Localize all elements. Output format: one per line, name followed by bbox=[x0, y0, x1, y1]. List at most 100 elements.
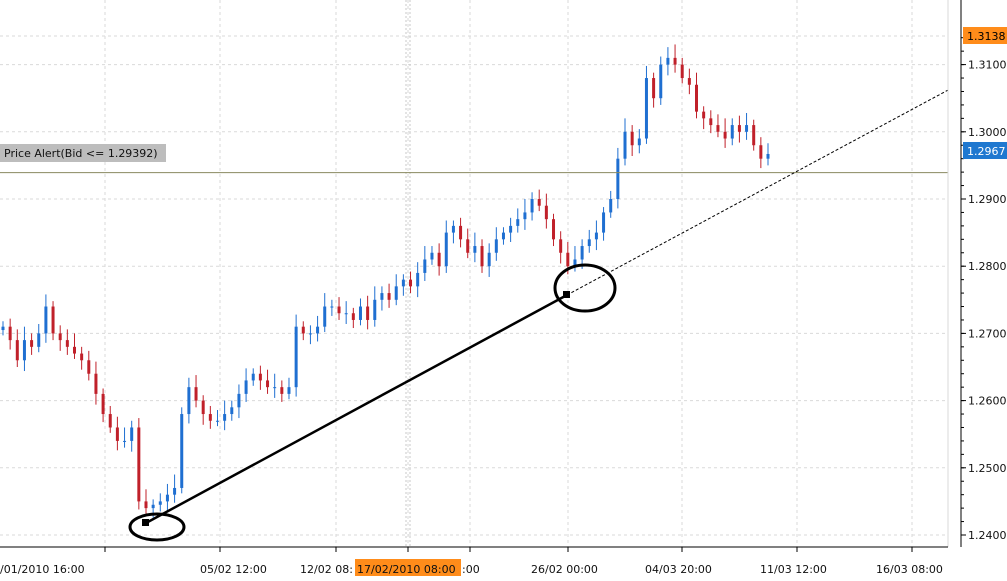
candle-body bbox=[559, 239, 563, 253]
candle bbox=[115, 416, 119, 451]
candle-body bbox=[394, 286, 398, 300]
candle-body bbox=[280, 387, 284, 394]
candle bbox=[44, 294, 48, 343]
candle-body bbox=[180, 414, 184, 488]
y-tick-label: 1.2700 bbox=[968, 327, 1007, 340]
candle bbox=[230, 400, 234, 421]
candle bbox=[687, 68, 691, 95]
circle-annotation bbox=[553, 263, 617, 313]
candle bbox=[501, 227, 505, 245]
candle bbox=[702, 106, 706, 130]
candle-body bbox=[509, 225, 513, 233]
y-tick-label: 1.3000 bbox=[968, 126, 1007, 139]
candle-body bbox=[444, 232, 448, 267]
candle bbox=[423, 246, 427, 281]
x-tick-label: 26/02 00:00 bbox=[531, 563, 598, 576]
candle bbox=[695, 72, 699, 119]
candle-body bbox=[65, 340, 69, 347]
candle bbox=[745, 112, 749, 140]
candle bbox=[294, 314, 298, 397]
candle-body bbox=[301, 326, 305, 334]
candle bbox=[144, 489, 148, 514]
candle-body bbox=[30, 340, 34, 347]
candle-body bbox=[423, 259, 427, 273]
candle-body bbox=[680, 64, 684, 79]
candle bbox=[1, 321, 5, 336]
candle bbox=[473, 232, 477, 263]
candle-body bbox=[144, 501, 148, 509]
y-tick-label: 1.2500 bbox=[968, 462, 1007, 475]
candle bbox=[94, 361, 98, 405]
candle-body bbox=[115, 427, 119, 441]
candle bbox=[180, 407, 184, 494]
candle bbox=[337, 297, 341, 320]
candle bbox=[358, 298, 362, 326]
candle bbox=[137, 418, 141, 510]
candle-body bbox=[44, 306, 48, 334]
candle bbox=[509, 217, 513, 243]
candle bbox=[401, 274, 405, 296]
candle bbox=[609, 190, 613, 218]
candle bbox=[616, 147, 620, 209]
candle bbox=[287, 377, 291, 400]
candle-body bbox=[37, 333, 41, 347]
candle-body bbox=[258, 373, 262, 381]
candle-body bbox=[8, 326, 12, 341]
candle-body bbox=[337, 306, 341, 314]
candle-body bbox=[587, 239, 591, 247]
trendline bbox=[145, 293, 568, 525]
candle bbox=[15, 329, 19, 367]
y-tick-label: 1.2400 bbox=[968, 529, 1007, 542]
candle bbox=[394, 274, 398, 306]
candle bbox=[201, 395, 205, 425]
candle bbox=[72, 333, 76, 359]
candle-body bbox=[108, 414, 112, 428]
candle-body bbox=[494, 239, 498, 253]
candle bbox=[158, 493, 162, 512]
candle-body bbox=[716, 125, 720, 132]
candle bbox=[208, 405, 212, 429]
candle-body bbox=[673, 57, 677, 65]
candle-body bbox=[244, 380, 248, 394]
candle-body bbox=[51, 306, 55, 334]
candle bbox=[666, 47, 670, 76]
candle bbox=[266, 369, 270, 394]
x-tick-label: 17/02/2010 08:00 bbox=[357, 563, 456, 576]
candle-body bbox=[158, 501, 162, 505]
candle-body bbox=[466, 239, 470, 253]
candle bbox=[22, 326, 26, 372]
candle bbox=[173, 474, 177, 503]
candle bbox=[223, 400, 227, 431]
candle bbox=[630, 125, 634, 156]
candle-body bbox=[387, 293, 391, 300]
candle-body bbox=[330, 306, 334, 308]
candle-body bbox=[459, 225, 463, 240]
candle-body bbox=[644, 78, 648, 139]
candle bbox=[537, 189, 541, 212]
candle-body bbox=[723, 131, 727, 139]
candle bbox=[344, 301, 348, 324]
candle-body bbox=[523, 212, 527, 220]
candle-body bbox=[22, 340, 26, 361]
candle bbox=[644, 65, 648, 144]
candle bbox=[37, 323, 41, 353]
candle bbox=[301, 321, 305, 341]
candle bbox=[215, 410, 219, 427]
candle-body bbox=[573, 259, 577, 267]
y-tick-label: 1.2800 bbox=[968, 260, 1007, 273]
candle bbox=[494, 227, 498, 261]
candle-body bbox=[373, 299, 377, 320]
candle-body bbox=[137, 427, 141, 502]
candle bbox=[530, 192, 534, 221]
candle bbox=[416, 262, 420, 298]
candle bbox=[544, 193, 548, 229]
candle bbox=[673, 44, 677, 73]
candle bbox=[459, 217, 463, 248]
candle bbox=[437, 243, 441, 276]
candle-body bbox=[1, 326, 5, 331]
candle bbox=[30, 333, 34, 355]
candle bbox=[80, 346, 84, 370]
candle-body bbox=[566, 252, 570, 267]
